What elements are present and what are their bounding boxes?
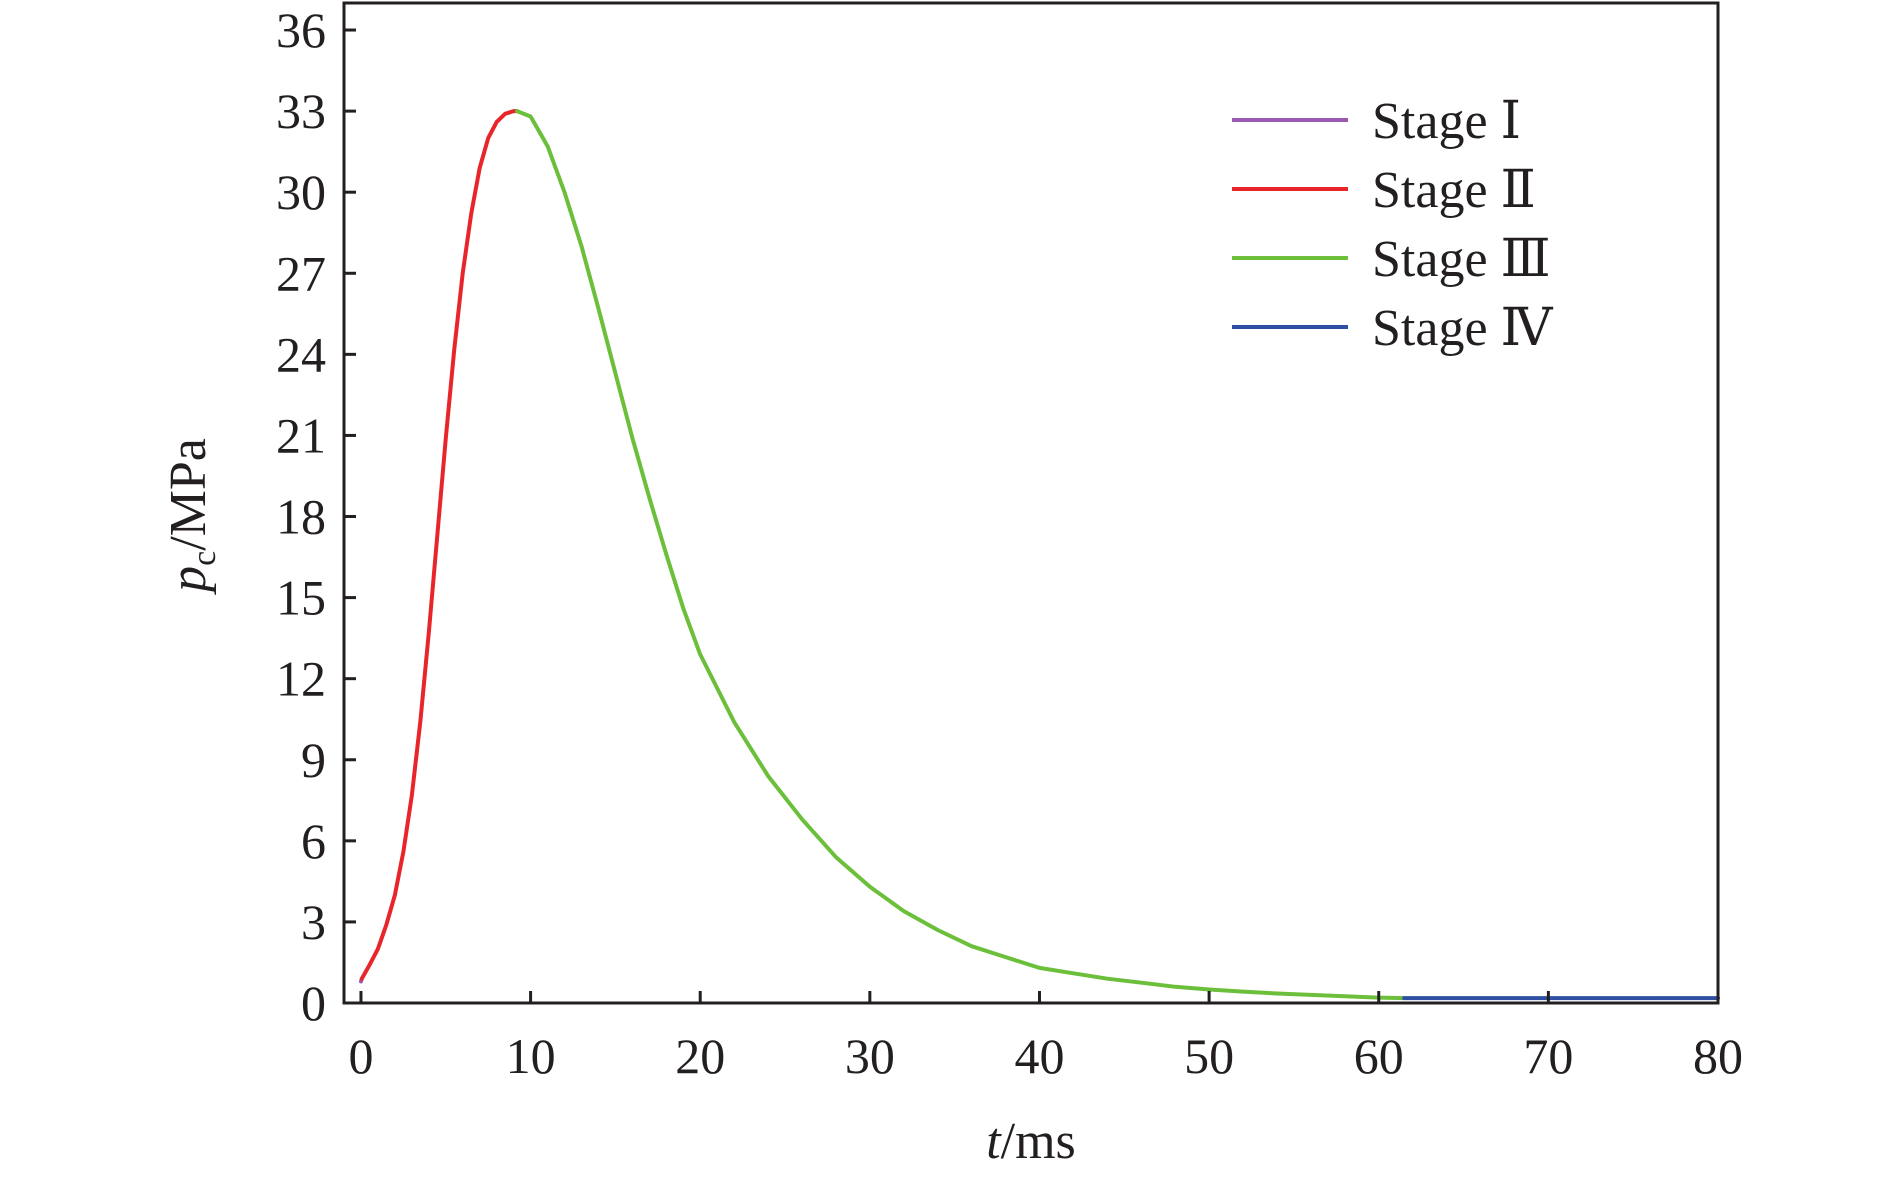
- y-tick-label: 18: [276, 489, 326, 545]
- series-line-stage-3: [515, 109, 1407, 1001]
- y-tick-label: 27: [276, 245, 326, 301]
- x-tick-label: 70: [1523, 1028, 1573, 1084]
- y-tick-label: 3: [301, 894, 326, 950]
- y-axis-unit: /MPa: [160, 438, 217, 551]
- x-tick-label: 60: [1354, 1028, 1404, 1084]
- series-line-stage-2: [359, 109, 519, 981]
- x-axis-label: t/ms: [986, 1113, 1076, 1170]
- y-axis-label: pc/MPa: [160, 438, 223, 596]
- x-tick-label: 0: [348, 1028, 373, 1084]
- y-tick-label: 12: [276, 651, 326, 707]
- y-tick-label: 21: [276, 407, 326, 463]
- x-tick-label: 80: [1693, 1028, 1743, 1084]
- y-tick-label: 9: [301, 732, 326, 788]
- x-axis-ticks: 0 10 20 30 40 50 60 70 80: [348, 991, 1743, 1084]
- x-tick-label: 20: [675, 1028, 725, 1084]
- x-axis-variable: t: [986, 1113, 1002, 1170]
- y-tick-label: 30: [276, 164, 326, 220]
- y-tick-label: 15: [276, 570, 326, 626]
- y-tick-label: 0: [301, 975, 326, 1031]
- legend-label-stage-2: Stage Ⅱ: [1372, 162, 1536, 219]
- x-tick-label: 40: [1014, 1028, 1064, 1084]
- legend-label-stage-3: Stage Ⅲ: [1372, 231, 1551, 288]
- y-tick-label: 33: [276, 83, 326, 139]
- legend-label-stage-4: Stage Ⅳ: [1372, 300, 1554, 357]
- y-tick-label: 36: [276, 2, 326, 58]
- y-tick-label: 24: [276, 326, 326, 382]
- y-tick-label: 6: [301, 813, 326, 869]
- x-axis-unit: /ms: [1001, 1113, 1076, 1170]
- y-axis-subscript: c: [186, 551, 223, 566]
- plot-frame: [342, 1, 1720, 1005]
- x-tick-label: 10: [506, 1028, 556, 1084]
- x-tick-label: 50: [1184, 1028, 1234, 1084]
- legend-label-stage-1: Stage Ⅰ: [1372, 93, 1521, 150]
- y-axis-variable: p: [160, 566, 217, 596]
- x-tick-label: 30: [845, 1028, 895, 1084]
- legend: Stage Ⅰ Stage Ⅱ Stage Ⅲ Stage Ⅳ: [1232, 93, 1554, 357]
